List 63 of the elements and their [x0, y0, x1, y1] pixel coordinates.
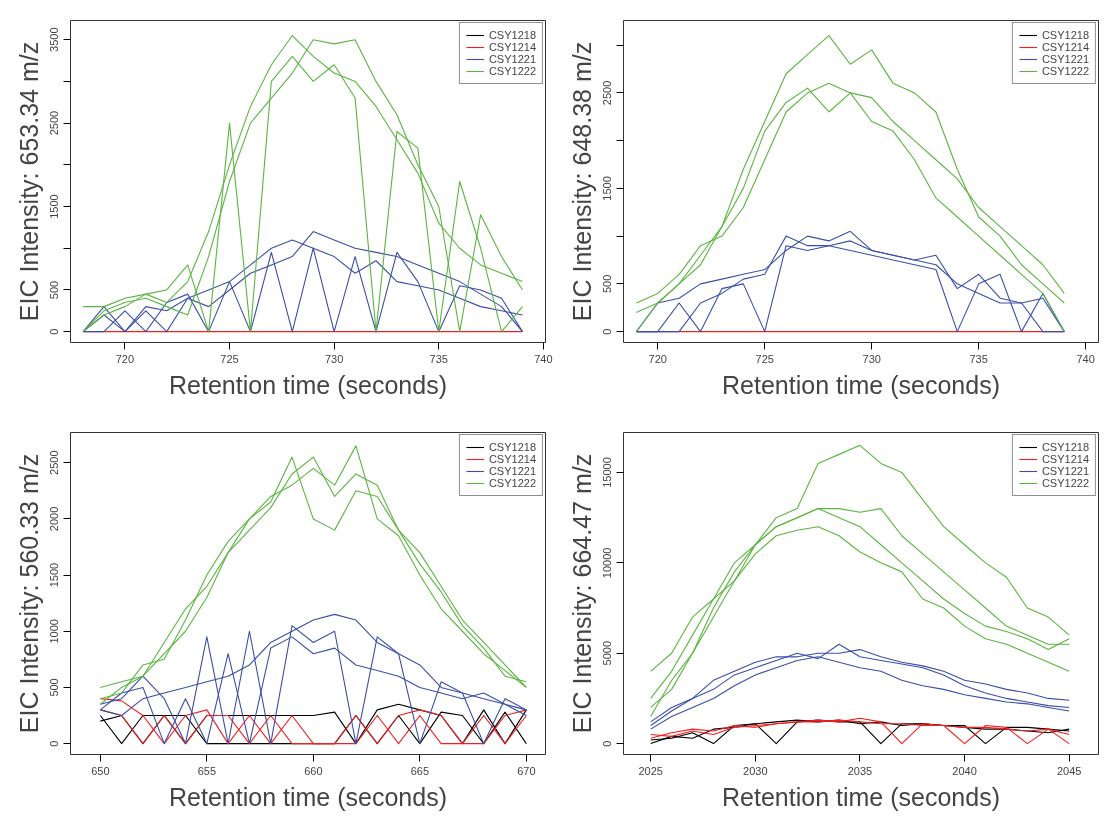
legend-label: CSY1221: [1041, 465, 1089, 477]
legend-label: CSY1218: [1041, 29, 1089, 41]
x-tick-label: 740: [1076, 352, 1095, 365]
x-tick-label: 2025: [638, 764, 663, 777]
legend-label: CSY1222: [488, 477, 536, 489]
legend-label: CSY1218: [488, 441, 536, 453]
y-tick-label: 1000: [48, 619, 61, 644]
x-axis-title: Retention time (seconds): [169, 370, 447, 399]
x-tick-label: 735: [429, 352, 448, 365]
legend-label: CSY1221: [488, 53, 536, 65]
y-tick-label: 500: [48, 678, 61, 697]
y-axis-title: EIC Intensity: 560.33 m/z: [14, 453, 43, 734]
x-tick-label: 2040: [952, 764, 977, 777]
x-tick-label: 2045: [1056, 764, 1082, 777]
x-tick-label: 2030: [743, 764, 768, 777]
legend-label: CSY1218: [488, 29, 536, 41]
y-tick-label: 2500: [48, 110, 61, 136]
x-axis-title: Retention time (seconds): [169, 782, 447, 811]
x-tick-label: 730: [862, 352, 881, 365]
y-tick-label: 10000: [601, 547, 614, 579]
x-tick-label: 730: [324, 352, 344, 365]
x-tick-label: 670: [517, 764, 536, 777]
legend-label: CSY1222: [1041, 477, 1089, 489]
x-tick-label: 740: [534, 352, 553, 365]
x-tick-label: 720: [115, 352, 135, 365]
x-tick-label: 665: [410, 764, 430, 777]
x-tick-label: 720: [648, 352, 667, 365]
y-tick-label: 500: [48, 280, 61, 300]
y-tick-label: 0: [601, 740, 614, 747]
y-axis-title: EIC Intensity: 648.38 m/z: [567, 41, 596, 322]
x-tick-label: 725: [755, 352, 774, 365]
y-tick-label: 1500: [48, 562, 61, 588]
legend-label: CSY1222: [1041, 65, 1089, 77]
legend-label: CSY1214: [1041, 41, 1089, 53]
legend-label: CSY1214: [1041, 453, 1089, 465]
y-tick-label: 2500: [48, 450, 61, 475]
y-tick-label: 15000: [601, 457, 614, 488]
legend-label: CSY1218: [1041, 441, 1089, 453]
y-tick-label: 0: [601, 328, 614, 335]
x-axis-title: Retention time (seconds): [722, 370, 1000, 399]
y-tick-label: 5000: [601, 640, 614, 666]
y-tick-label: 0: [48, 740, 61, 747]
legend-label: CSY1221: [488, 465, 536, 477]
legend-label: CSY1221: [1041, 53, 1089, 65]
x-tick-label: 650: [91, 764, 110, 777]
legend-label: CSY1214: [488, 41, 536, 53]
y-tick-label: 3500: [48, 27, 61, 52]
y-axis-title: EIC Intensity: 653.34 m/z: [14, 41, 43, 322]
y-tick-label: 1500: [48, 194, 61, 219]
x-tick-label: 655: [197, 764, 217, 777]
y-tick-label: 2500: [601, 80, 614, 106]
y-tick-label: 500: [601, 274, 614, 294]
x-tick-label: 725: [220, 352, 239, 365]
y-axis-title: EIC Intensity: 664.47 m/z: [567, 453, 596, 734]
y-tick-label: 1500: [601, 176, 614, 201]
legend-label: CSY1222: [488, 65, 536, 77]
x-tick-label: 2035: [847, 764, 873, 777]
x-tick-label: 735: [969, 352, 988, 365]
y-tick-label: 0: [48, 328, 61, 335]
x-axis-title: Retention time (seconds): [722, 782, 1000, 811]
y-tick-label: 2000: [48, 506, 61, 532]
legend-label: CSY1214: [488, 453, 536, 465]
x-tick-label: 660: [304, 764, 323, 777]
